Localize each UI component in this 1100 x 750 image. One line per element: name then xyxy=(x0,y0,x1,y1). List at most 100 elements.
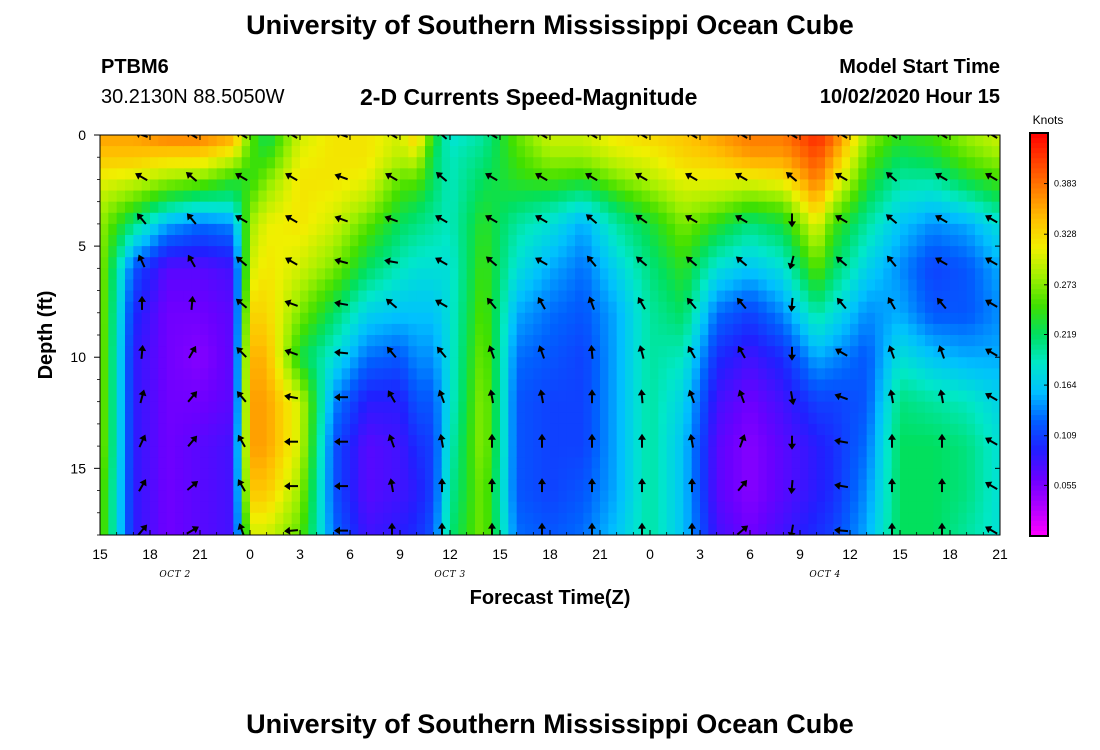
heatmap-cell xyxy=(916,357,926,369)
heatmap-cell xyxy=(133,357,143,369)
heatmap-cell xyxy=(291,501,301,514)
heatmap-cell xyxy=(891,457,901,469)
heatmap-cell xyxy=(691,501,701,514)
heatmap-cell xyxy=(358,357,368,369)
heatmap-cell xyxy=(916,146,926,158)
heatmap-cell xyxy=(925,179,934,192)
heatmap-cell xyxy=(733,501,743,514)
heatmap-cell xyxy=(841,346,851,358)
heatmap-cell xyxy=(350,212,359,225)
heatmap-cell xyxy=(516,412,526,425)
current-arrow xyxy=(185,172,198,182)
heatmap-cell xyxy=(833,301,843,314)
heatmap-cell xyxy=(341,290,351,303)
heatmap-cell xyxy=(966,368,976,381)
heatmap-cell xyxy=(591,457,601,469)
heatmap-cell xyxy=(750,201,759,214)
heatmap-cell xyxy=(341,357,351,369)
heatmap-cell xyxy=(316,501,326,514)
heatmap-cell xyxy=(775,246,784,258)
heatmap-cell xyxy=(783,146,793,158)
heatmap-cell xyxy=(391,423,401,436)
heatmap-cell xyxy=(933,279,943,292)
heatmap-cell xyxy=(733,246,743,258)
heatmap-cell xyxy=(316,290,326,303)
heatmap-cell xyxy=(391,390,401,403)
heatmap-cell xyxy=(258,446,268,458)
heatmap-cell xyxy=(441,135,451,147)
heatmap-cell xyxy=(225,357,234,369)
heatmap-cell xyxy=(708,401,718,414)
heatmap-cell xyxy=(150,301,159,314)
heatmap-cell xyxy=(616,301,626,314)
heatmap-cell xyxy=(416,423,426,436)
heatmap-cell xyxy=(741,446,751,458)
heatmap-cell xyxy=(166,368,176,381)
heatmap-cell xyxy=(416,168,426,181)
heatmap-cell xyxy=(650,135,659,147)
heatmap-cell xyxy=(750,335,759,347)
heatmap-cell xyxy=(791,468,801,481)
heatmap-cell xyxy=(283,368,293,381)
heatmap-cell xyxy=(775,312,784,325)
heatmap-cell xyxy=(825,290,834,303)
current-arrow xyxy=(785,135,798,139)
heatmap-cell xyxy=(366,346,376,358)
heatmap-cell xyxy=(233,146,243,158)
colorbar-segment xyxy=(1030,369,1048,376)
heatmap-cell xyxy=(100,457,109,469)
heatmap-cell xyxy=(666,490,676,503)
heatmap-cell xyxy=(300,435,309,447)
heatmap-cell xyxy=(975,312,984,325)
heatmap-cell xyxy=(866,435,876,447)
heatmap-cell xyxy=(166,135,176,147)
heatmap-cell xyxy=(950,501,959,514)
heatmap-cell xyxy=(741,168,751,181)
heatmap-cell xyxy=(258,135,268,147)
heatmap-cell xyxy=(941,323,951,336)
heatmap-cell xyxy=(150,346,159,358)
heatmap-cell xyxy=(700,401,709,414)
heatmap-cell xyxy=(500,523,509,535)
heatmap-cell xyxy=(941,179,951,192)
heatmap-cell xyxy=(191,212,201,225)
heatmap-cell xyxy=(400,512,409,525)
heatmap-cell xyxy=(725,490,734,503)
heatmap-cell xyxy=(516,257,526,269)
heatmap-cell xyxy=(475,246,484,258)
heatmap-cell xyxy=(258,468,268,481)
heatmap-cell xyxy=(783,379,793,392)
heatmap-cell xyxy=(291,279,301,292)
current-arrow xyxy=(334,299,349,308)
heatmap-cell xyxy=(525,279,534,292)
heatmap-cell xyxy=(541,446,551,458)
heatmap-cell xyxy=(733,268,743,281)
heatmap-cell xyxy=(325,435,334,447)
current-arrow xyxy=(138,434,147,448)
heatmap-cell xyxy=(500,423,509,436)
heatmap-cell xyxy=(941,190,951,203)
heatmap-cell xyxy=(841,379,851,392)
current-arrow xyxy=(237,434,246,448)
heatmap-cell xyxy=(366,368,376,381)
heatmap-cell xyxy=(408,212,418,225)
heatmap-cell xyxy=(708,135,718,147)
heatmap-cell xyxy=(550,379,559,392)
heatmap-cell xyxy=(625,168,634,181)
heatmap-cell xyxy=(533,379,543,392)
heatmap-cell xyxy=(383,490,393,503)
heatmap-cell xyxy=(108,279,118,292)
heatmap-cell xyxy=(625,390,634,403)
heatmap-cell xyxy=(466,190,476,203)
heatmap-cell xyxy=(816,212,826,225)
heatmap-cell xyxy=(158,435,168,447)
heatmap-cell xyxy=(850,190,859,203)
heatmap-cell xyxy=(575,446,584,458)
heatmap-cell xyxy=(258,301,268,314)
heatmap-cell xyxy=(950,312,959,325)
current-arrow xyxy=(985,392,998,402)
heatmap-cell xyxy=(975,401,984,414)
heatmap-cell xyxy=(775,190,784,203)
heatmap-cell xyxy=(550,235,559,247)
heatmap-cell xyxy=(175,168,184,181)
